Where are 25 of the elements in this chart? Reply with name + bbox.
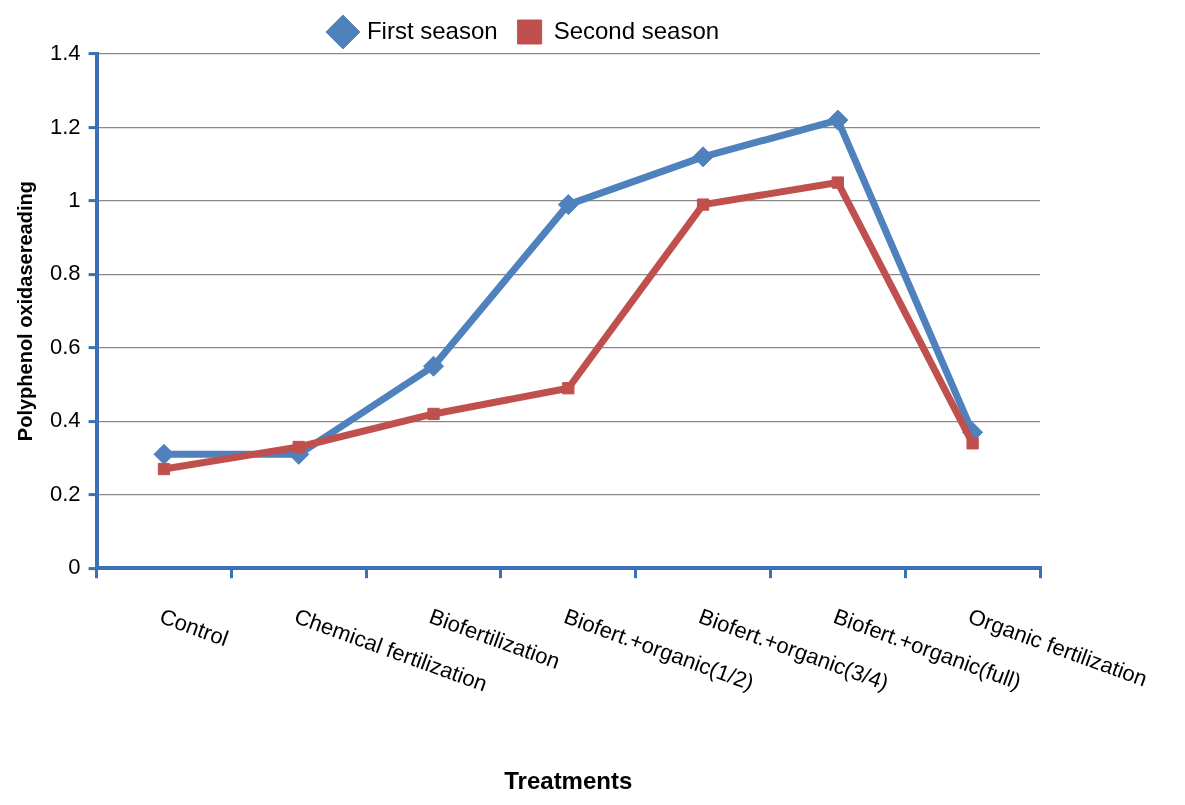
point [562, 382, 575, 395]
point [423, 355, 445, 377]
point [831, 176, 844, 189]
y-tick-label: 0.2 [49, 480, 81, 506]
point [692, 146, 714, 168]
y-tick-label: 0 [68, 554, 81, 580]
point [427, 407, 440, 421]
y-tick-label: 0.4 [49, 407, 81, 433]
point [827, 109, 849, 131]
legend-label: Second season [553, 16, 720, 44]
legend-label: First season [366, 16, 498, 44]
y-tick-label: 1.2 [49, 113, 81, 139]
y-tick-label: 1 [68, 186, 81, 212]
y-tick-label: 0.8 [49, 260, 81, 286]
point [966, 437, 979, 450]
point [157, 462, 171, 476]
x-axis-title: Treatments [504, 767, 633, 795]
point [292, 440, 305, 454]
x-tick-label: Control [156, 603, 232, 652]
point [153, 443, 175, 465]
point [557, 194, 579, 216]
y-tick-label: 1.4 [49, 40, 81, 66]
y-axis-title: Polyphenol oxidasereading [13, 181, 36, 442]
y-tick-label: 0.6 [49, 333, 81, 359]
point [696, 198, 710, 211]
